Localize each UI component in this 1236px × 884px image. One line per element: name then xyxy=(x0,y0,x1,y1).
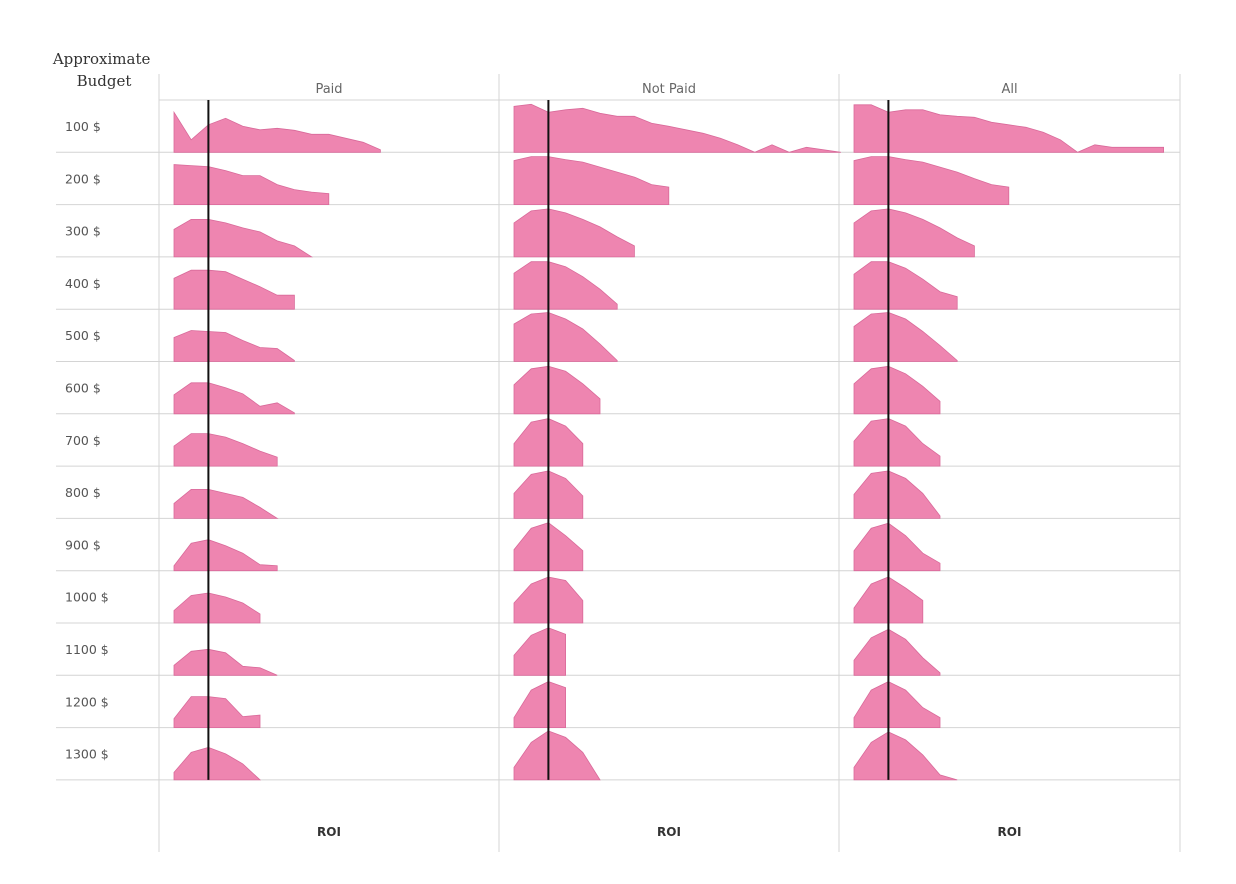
area-paid-1100 xyxy=(173,648,278,676)
area-all-600 xyxy=(853,365,941,415)
area-paid-900 xyxy=(173,539,278,572)
row-label-500: 500 $ xyxy=(65,328,101,343)
row-label-300: 300 $ xyxy=(65,224,101,239)
area-paid-600 xyxy=(173,382,295,415)
axis-title-paid: ROI xyxy=(317,825,341,839)
area-not-paid-300 xyxy=(513,208,635,258)
area-not-paid-200 xyxy=(513,156,670,205)
row-label-1200: 1200 $ xyxy=(65,694,109,709)
area-all-1300 xyxy=(853,731,958,781)
area-paid-200 xyxy=(173,164,330,205)
row-label-700: 700 $ xyxy=(65,433,101,448)
column-header-not-paid: Not Paid xyxy=(642,82,696,97)
area-paid-100 xyxy=(173,110,381,153)
area-paid-300 xyxy=(173,219,313,258)
area-not-paid-1300 xyxy=(513,730,601,781)
row-labels: 100 $ 200 $ 300 $ 400 $ 500 $ 600 $ 700 $ 800 $… xyxy=(65,119,109,762)
area-not-paid-1200 xyxy=(513,681,566,728)
density-areas xyxy=(173,103,1164,781)
area-paid-400 xyxy=(173,269,295,310)
area-all-500 xyxy=(853,312,958,362)
area-paid-800 xyxy=(173,489,279,519)
area-all-200 xyxy=(853,156,1010,205)
area-paid-700 xyxy=(173,433,278,467)
row-field-title: Approximate Budget xyxy=(52,50,155,90)
axis-title-not-paid: ROI xyxy=(657,825,681,839)
row-label-400: 400 $ xyxy=(65,276,101,291)
area-not-paid-1100 xyxy=(513,627,566,676)
area-not-paid-500 xyxy=(513,312,618,362)
area-not-paid-100 xyxy=(513,103,841,153)
area-paid-1200 xyxy=(173,696,261,728)
row-label-900: 900 $ xyxy=(65,537,101,552)
area-all-100 xyxy=(853,104,1164,153)
row-label-200: 200 $ xyxy=(65,171,101,186)
area-all-800 xyxy=(853,470,941,519)
row-label-1300: 1300 $ xyxy=(65,747,109,762)
area-all-400 xyxy=(853,261,958,310)
area-all-1100 xyxy=(853,628,941,676)
column-header-all: All xyxy=(1001,82,1017,97)
row-label-600: 600 $ xyxy=(65,381,101,396)
area-paid-1300 xyxy=(173,746,262,781)
area-all-1200 xyxy=(853,681,941,728)
reference-lines xyxy=(207,100,890,780)
area-all-300 xyxy=(853,208,975,258)
column-headers: Paid Not Paid All xyxy=(315,82,1017,97)
column-header-paid: Paid xyxy=(315,82,342,97)
area-all-900 xyxy=(853,522,941,572)
axis-titles: ROI ROI ROI xyxy=(317,825,1021,839)
area-not-paid-400 xyxy=(513,261,618,310)
row-label-1100: 1100 $ xyxy=(65,642,109,657)
row-label-1000: 1000 $ xyxy=(65,590,109,605)
area-paid-1000 xyxy=(173,592,261,624)
row-label-800: 800 $ xyxy=(65,485,101,500)
row-label-100: 100 $ xyxy=(65,119,101,134)
area-paid-500 xyxy=(173,330,295,362)
area-not-paid-600 xyxy=(513,365,601,415)
axis-title-all: ROI xyxy=(998,825,1022,839)
area-all-700 xyxy=(853,418,941,467)
